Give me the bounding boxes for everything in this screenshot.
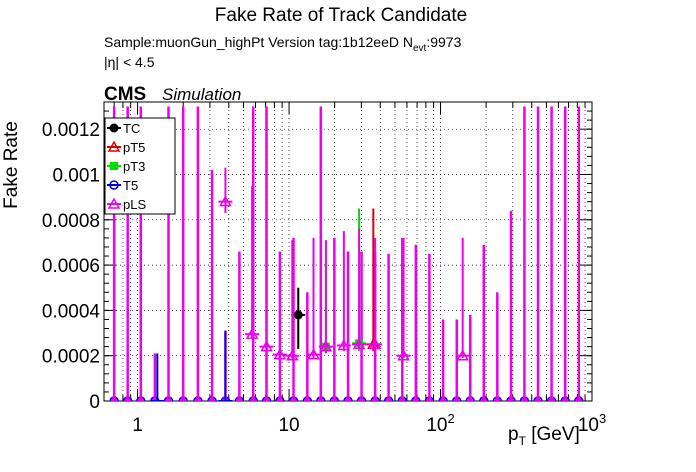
point-pLS <box>352 337 366 350</box>
zero-bin-marker <box>575 394 583 401</box>
zero-bin-marker <box>547 394 556 401</box>
zero-bin-marker <box>466 394 474 401</box>
point-pLS <box>368 337 382 350</box>
point-TC <box>293 310 303 320</box>
x-tick-label-exponent: 3 <box>599 411 606 426</box>
zero-bin-marker <box>398 394 406 401</box>
point-pLS <box>397 349 410 361</box>
zero-bin-marker <box>249 394 257 401</box>
nevt-value: :9973 <box>426 34 462 50</box>
x-tick-label: 103 <box>578 411 606 436</box>
point-pLS <box>219 195 232 207</box>
zero-bin-marker <box>194 394 202 401</box>
x-tick-label: 10 <box>278 415 299 436</box>
y-tick-label: 0.0012 <box>42 120 100 141</box>
zero-bin-marker <box>344 394 352 401</box>
y-tick-label: 0.0002 <box>42 347 100 368</box>
legend-label: pLS <box>123 197 146 212</box>
y-tick-label: 0 <box>89 392 100 413</box>
sample-text: Sample:muonGun_highPt Version tag:1b12ee… <box>104 34 413 50</box>
cms-label: CMS <box>104 84 147 105</box>
legend: TC pT5 pT3 T5 pLS <box>104 117 176 215</box>
zero-bin-marker <box>110 394 118 401</box>
x-axis-label: pT [GeV] <box>508 424 580 448</box>
legend-label: pT3 <box>123 159 145 174</box>
legend-label: TC <box>123 121 140 136</box>
point-pLS <box>273 348 287 360</box>
zero-bin-marker <box>493 394 501 401</box>
zero-bin-marker <box>124 394 132 401</box>
legend-marker <box>107 197 121 209</box>
point-pLS <box>319 340 333 352</box>
zero-bin-marker <box>480 394 488 401</box>
zero-bin-marker <box>262 394 271 401</box>
point-pLS <box>245 327 259 339</box>
legend-marker <box>109 180 119 190</box>
x-label-sub: T <box>518 433 526 448</box>
point-pLS <box>307 348 320 360</box>
zero-bin-marker <box>357 394 366 401</box>
zero-bin-marker <box>276 394 284 401</box>
point-pLS <box>456 349 469 361</box>
nevt-subscript: evt <box>412 42 427 54</box>
sample-info: Sample:muonGun_highPt Version tag:1b12ee… <box>104 34 461 54</box>
simulation-label: Simulation <box>162 85 242 104</box>
zero-bin-marker <box>164 394 173 401</box>
legend-label: T5 <box>123 178 138 193</box>
zero-bin-marker <box>412 394 420 401</box>
legend-marker <box>107 140 121 152</box>
zero-bin-marker <box>520 394 529 401</box>
data-layer <box>109 106 584 401</box>
x-label-unit: [GeV] <box>525 424 580 445</box>
zero-bin-marker <box>208 394 216 401</box>
zero-bin-marker <box>179 394 187 401</box>
x-tick-label-exponent: 2 <box>447 411 454 426</box>
eta-cut-label: |η| < 4.5 <box>104 54 155 70</box>
legend-marker <box>109 123 119 133</box>
point-pLS <box>286 349 299 361</box>
x-label-main: p <box>508 424 519 445</box>
zero-bin-marker <box>330 394 338 401</box>
zero-bin-marker <box>137 394 145 401</box>
point-pLS <box>260 340 273 352</box>
zero-bin-marker <box>453 394 461 401</box>
zero-bin-marker <box>317 394 325 401</box>
chart-title: Fake Rate of Track Candidate <box>214 5 468 26</box>
zero-bin-marker <box>371 394 379 401</box>
x-tick-label: 102 <box>426 411 454 436</box>
y-tick-label: 0.0008 <box>42 211 100 232</box>
zero-bin-marker <box>289 394 298 401</box>
zero-bin-marker <box>439 394 447 401</box>
zero-bin-marker <box>561 394 569 401</box>
zero-bin-marker <box>534 394 542 401</box>
legend-marker <box>110 162 118 170</box>
zero-bin-marker <box>425 394 434 401</box>
zero-bin-marker <box>235 394 244 401</box>
y-tick-label: 0.0004 <box>42 301 101 322</box>
point-pLS <box>337 338 351 351</box>
zero-bin-marker <box>384 394 393 401</box>
y-tick-label: 0.001 <box>52 165 100 186</box>
zero-bin-marker <box>303 394 311 401</box>
y-tick-label: 0.0006 <box>42 256 100 277</box>
legend-label: pT5 <box>123 140 145 155</box>
x-tick-label: 1 <box>132 415 143 436</box>
zero-bin-marker <box>507 394 515 401</box>
